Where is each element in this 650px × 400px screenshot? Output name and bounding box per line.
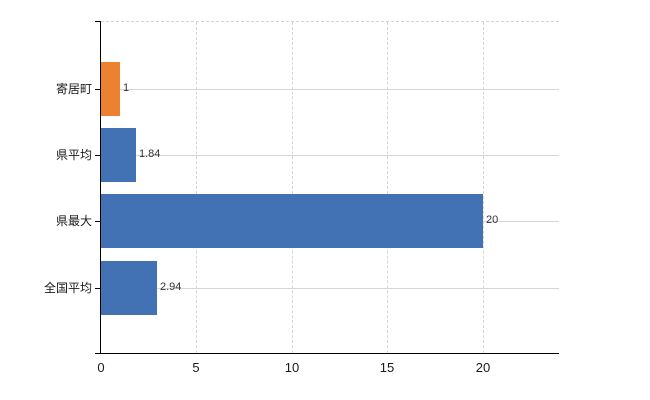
category-label: 県最大: [55, 214, 92, 228]
x-tick-label: 15: [379, 360, 395, 375]
value-label: 1.84: [139, 148, 161, 160]
v-gridline: [483, 22, 484, 353]
value-label: 20: [486, 214, 499, 226]
y-axis-tick: [95, 221, 101, 222]
y-axis-tick: [95, 155, 101, 156]
h-gridline: [101, 155, 559, 156]
category-label: 県平均: [55, 148, 92, 162]
bar: [101, 128, 136, 182]
x-tick-label: 10: [284, 360, 300, 375]
bar: [101, 62, 120, 116]
category-label: 全国平均: [43, 281, 92, 295]
v-gridline: [292, 22, 293, 353]
y-axis-tick: [95, 89, 101, 90]
x-axis-line: [95, 353, 559, 354]
value-label: 2.94: [160, 281, 182, 293]
h-gridline: [101, 288, 559, 289]
x-tick-label: 20: [475, 360, 491, 375]
y-axis-top-tick: [95, 21, 101, 22]
h-gridline: [101, 89, 559, 90]
value-label: 1: [123, 82, 130, 94]
y-axis-line: [100, 21, 101, 353]
category-label: 寄居町: [55, 82, 92, 96]
v-gridline: [196, 22, 197, 353]
x-tick-label: 0: [97, 360, 105, 375]
x-tick-label: 5: [192, 360, 200, 375]
bar: [101, 261, 157, 315]
plot-top-border: [101, 21, 559, 22]
v-gridline: [387, 22, 388, 353]
bar: [101, 194, 483, 248]
y-axis-tick: [95, 288, 101, 289]
